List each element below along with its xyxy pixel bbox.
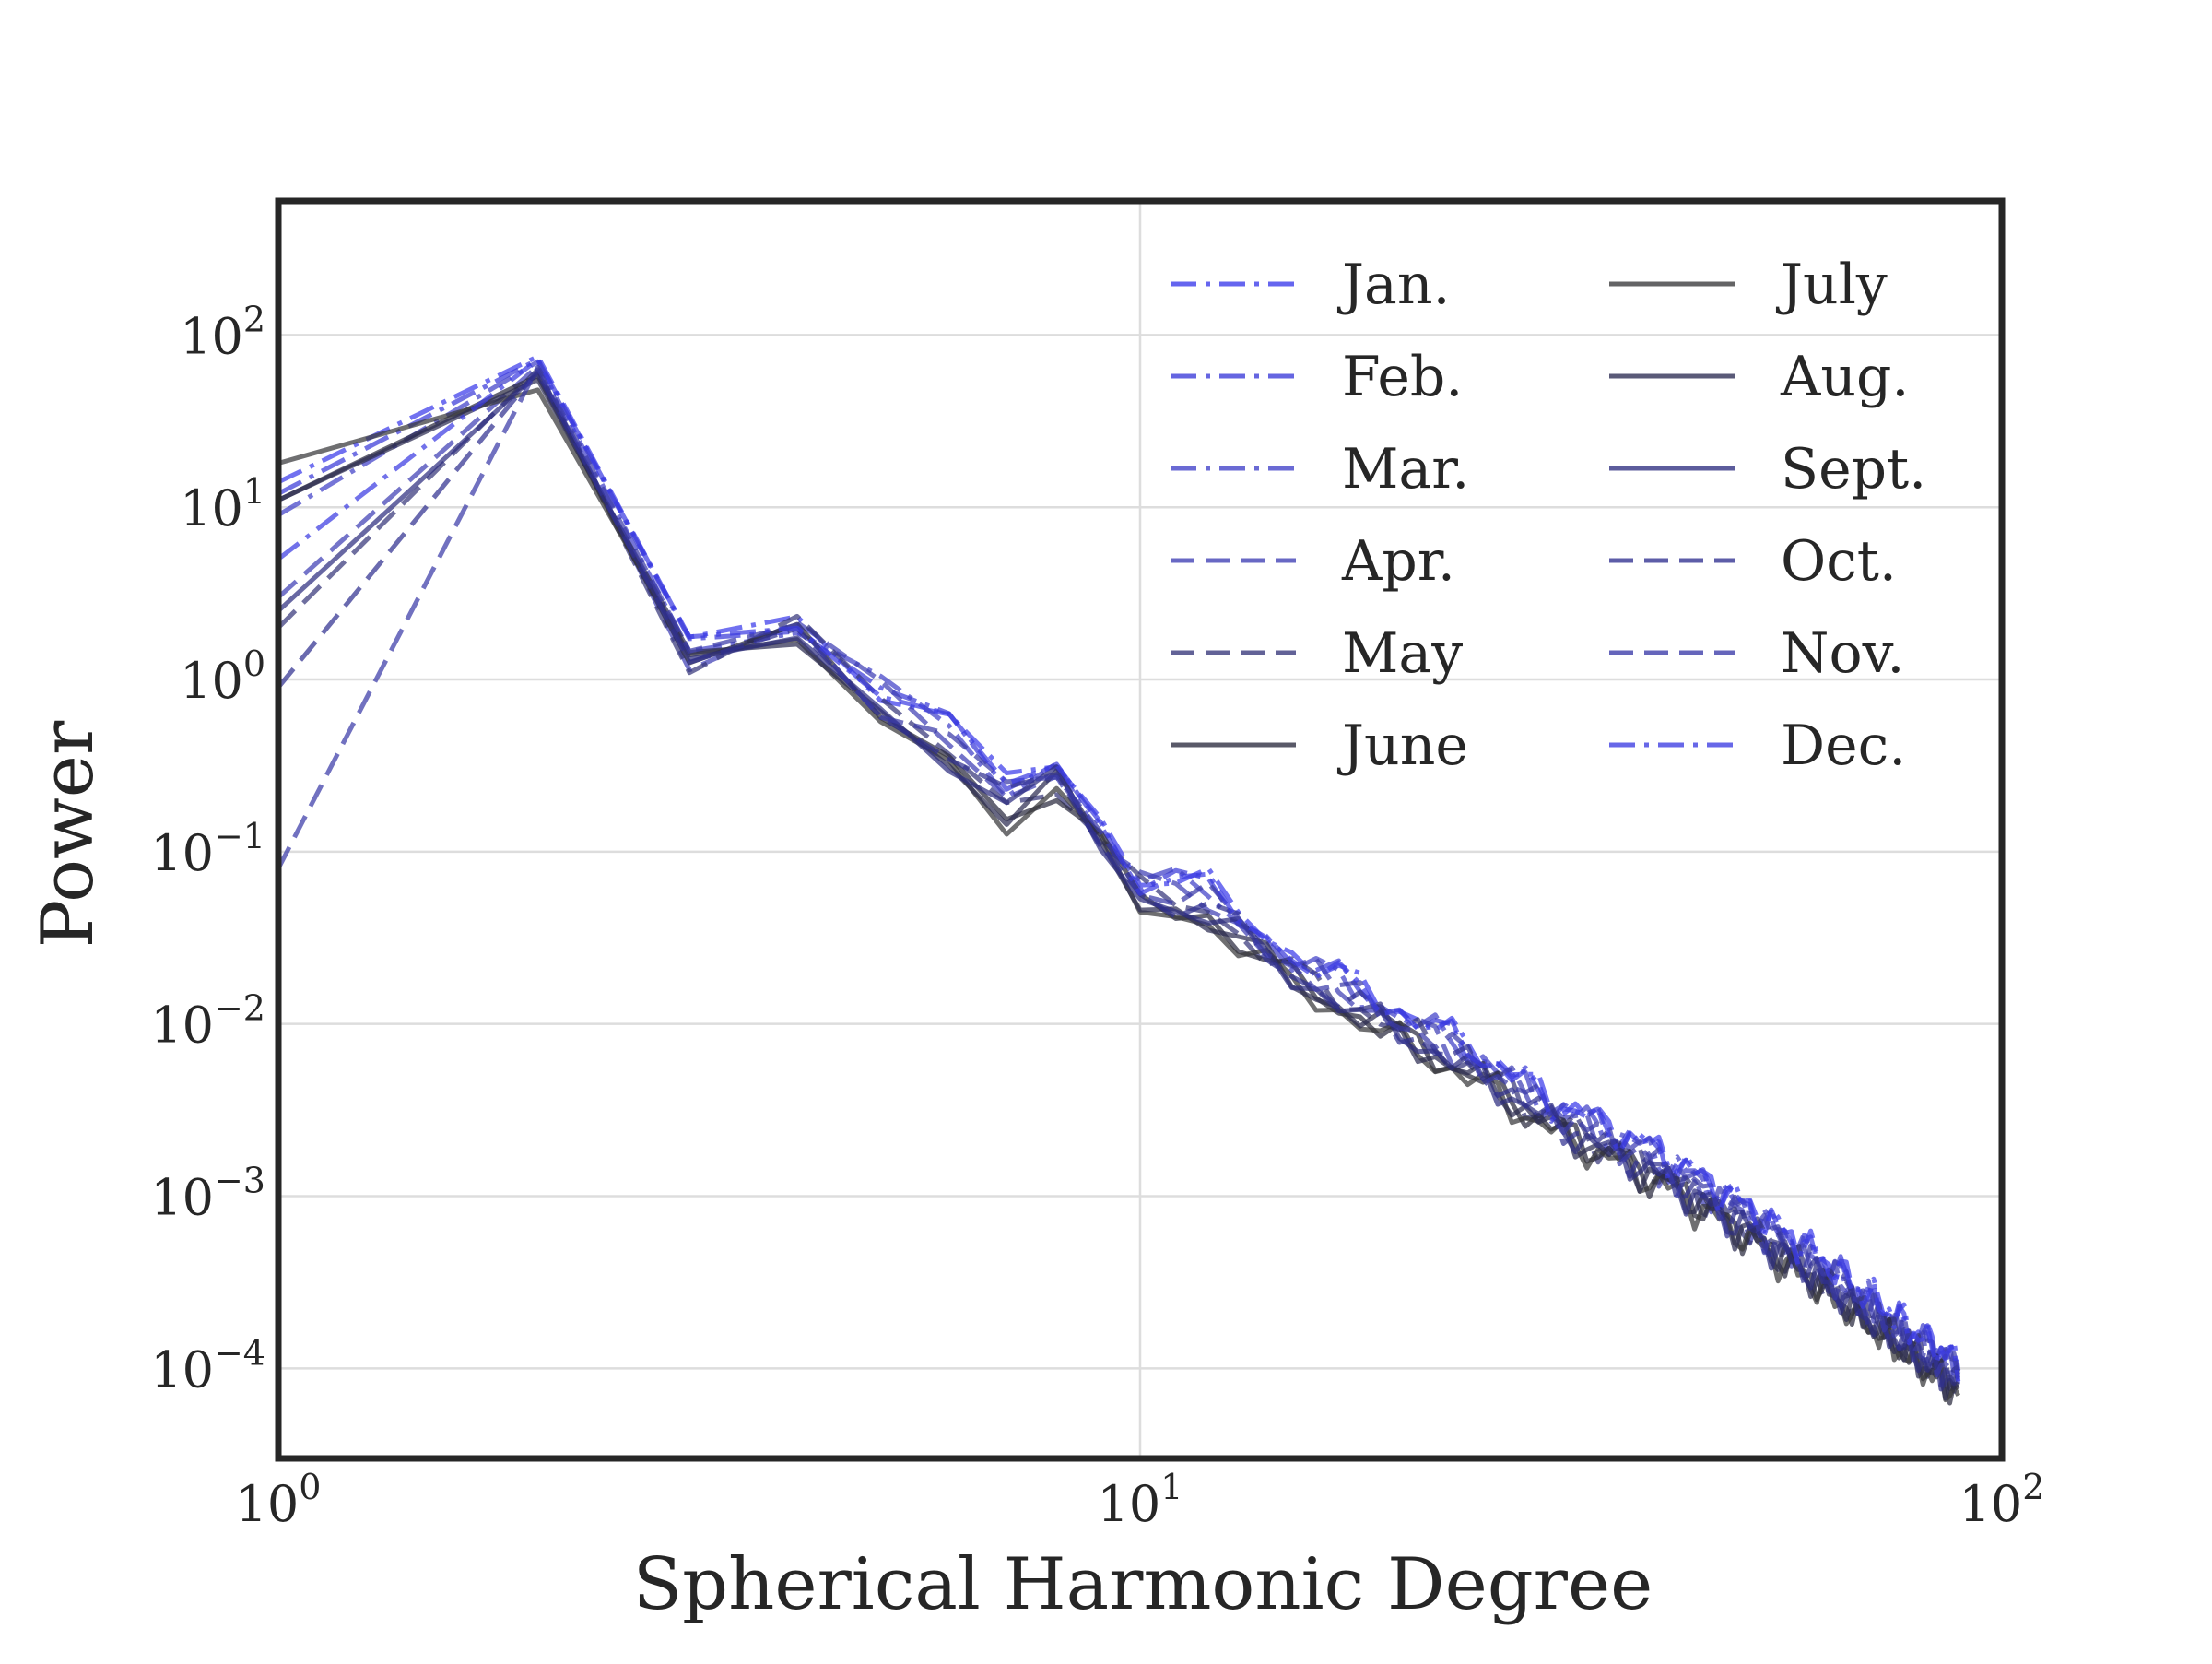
plot-frame bbox=[275, 197, 2006, 1462]
legend-item-aug: Aug. bbox=[1609, 345, 1909, 409]
legend-item-sept: Sept. bbox=[1609, 437, 1926, 502]
series-line-dec bbox=[278, 357, 1961, 1382]
y-tick-label-2: 100 bbox=[180, 643, 265, 710]
y-tick-label-0: 102 bbox=[180, 299, 265, 365]
tick-labels: 102 101 100 10−1 10−2 10−3 10−4 100 101 102 bbox=[150, 299, 2044, 1533]
legend-item-june: June bbox=[1171, 714, 1468, 778]
y-tick-label-4: 10−2 bbox=[150, 988, 265, 1055]
legend-label: Jan. bbox=[1336, 253, 1451, 317]
legend-item-may: May bbox=[1171, 621, 1463, 686]
y-tick-label-3: 10−1 bbox=[150, 816, 265, 882]
legend-label: Feb. bbox=[1342, 345, 1463, 409]
legend-item-apr: Apr. bbox=[1171, 529, 1455, 594]
legend-item-jan: Jan. bbox=[1171, 253, 1451, 317]
series-line-nov bbox=[278, 364, 1961, 1378]
legend-label: Sept. bbox=[1781, 437, 1926, 502]
plot-border bbox=[275, 197, 2006, 1462]
legend-label: Dec. bbox=[1781, 714, 1906, 778]
legend-label: May bbox=[1342, 621, 1463, 686]
legend-item-dec: Dec. bbox=[1609, 714, 1906, 778]
series-line-oct bbox=[278, 368, 1960, 1388]
legend: Jan. Feb. Mar. Apr. May June July Aug. Sept. Oct.… bbox=[1171, 253, 1926, 778]
series-lines bbox=[278, 354, 1961, 1406]
legend-label: July bbox=[1775, 253, 1888, 317]
x-axis-title: Spherical Harmonic Degree bbox=[633, 1543, 1653, 1626]
legend-label: Apr. bbox=[1341, 529, 1455, 594]
legend-label: Nov. bbox=[1781, 621, 1904, 686]
y-axis-title: Power bbox=[27, 720, 110, 948]
x-tick-label-0: 100 bbox=[236, 1467, 322, 1533]
legend-item-july: July bbox=[1609, 253, 1888, 317]
x-tick-label-2: 102 bbox=[1959, 1467, 2045, 1533]
legend-item-oct: Oct. bbox=[1609, 529, 1897, 594]
y-tick-label-6: 10−4 bbox=[150, 1332, 265, 1398]
series-line-feb bbox=[278, 357, 1961, 1386]
series-line-aug bbox=[278, 377, 1960, 1401]
series-line-june bbox=[278, 373, 1960, 1406]
y-tick-label-1: 101 bbox=[180, 471, 265, 537]
legend-label: June bbox=[1336, 714, 1468, 778]
legend-item-mar: Mar. bbox=[1171, 437, 1469, 502]
series-line-july bbox=[278, 387, 1960, 1403]
series-line-sept bbox=[278, 371, 1961, 1392]
legend-item-feb: Feb. bbox=[1171, 345, 1463, 409]
legend-label: Aug. bbox=[1780, 345, 1909, 409]
legend-item-nov: Nov. bbox=[1609, 621, 1904, 686]
legend-label: Mar. bbox=[1342, 437, 1469, 502]
legend-label: Oct. bbox=[1781, 529, 1897, 594]
y-tick-label-5: 10−3 bbox=[150, 1160, 265, 1226]
series-line-may bbox=[278, 367, 1961, 1391]
series-line-apr bbox=[278, 363, 1961, 1394]
x-tick-label-1: 101 bbox=[1098, 1467, 1183, 1533]
